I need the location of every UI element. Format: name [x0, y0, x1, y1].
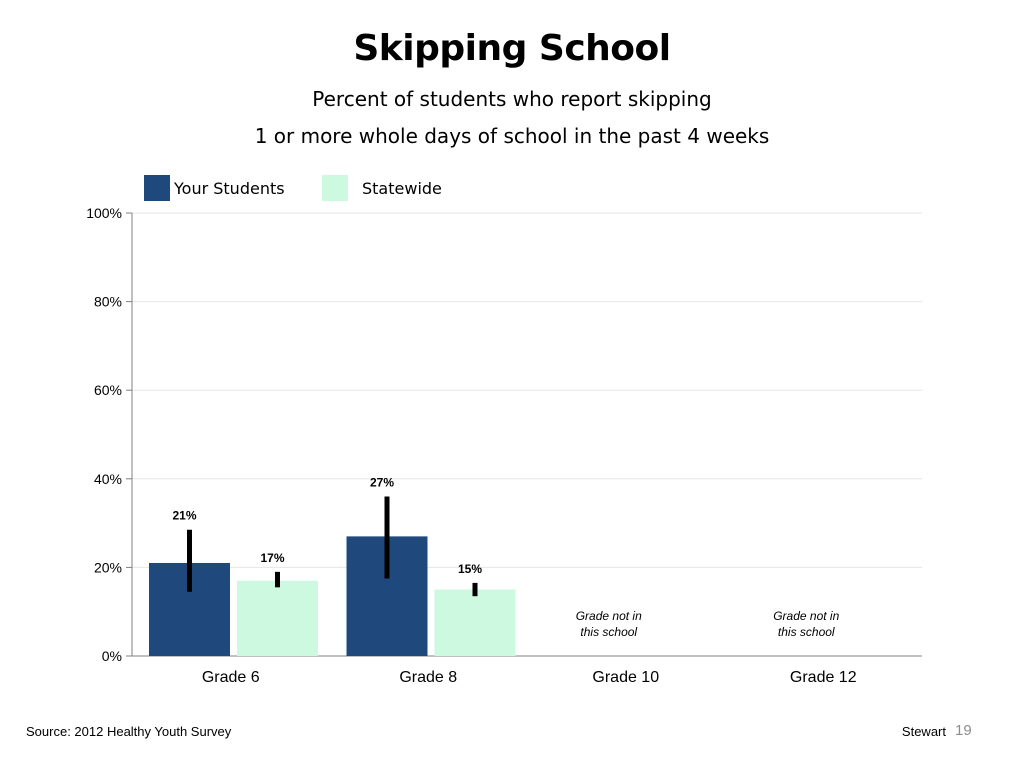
footer-source: Source: 2012 Healthy Youth Survey	[26, 724, 232, 739]
slide-title: Skipping School	[353, 28, 671, 69]
x-category-label: Grade 12	[790, 669, 857, 686]
y-tick-label: 100%	[86, 205, 122, 221]
data-label: 15%	[458, 562, 482, 576]
data-label: 27%	[370, 476, 394, 490]
slide-subtitle-line-2: 1 or more whole days of school in the pa…	[254, 124, 770, 148]
y-tick-label: 20%	[94, 559, 122, 575]
page-number: 19	[955, 722, 972, 739]
legend-item-your-students: Your Students	[144, 175, 285, 201]
data-label: 17%	[260, 551, 284, 565]
no-data-note: Grade not in this school	[773, 609, 839, 639]
x-category-label: Grade 6	[202, 669, 260, 686]
x-category-label: Grade 8	[399, 669, 457, 686]
no-data-note: Grade not in this school	[576, 609, 642, 639]
x-category-label: Grade 10	[592, 669, 659, 686]
footer-author: Stewart	[901, 724, 946, 739]
legend-swatch-your-students	[144, 175, 170, 201]
y-tick-label: 60%	[94, 382, 122, 398]
legend-swatch-statewide	[322, 175, 348, 201]
bar	[434, 589, 516, 656]
bar	[237, 580, 318, 656]
legend-label-your-students: Your Students	[174, 178, 285, 198]
legend-label-statewide: Statewide	[362, 178, 442, 198]
y-tick-label: 0%	[102, 648, 122, 664]
data-label: 21%	[172, 509, 196, 523]
slide-subtitle-line-1: Percent of students who report skipping	[312, 87, 712, 111]
y-tick-label: 40%	[94, 471, 122, 487]
legend-item-statewide: Statewide	[322, 175, 442, 201]
y-tick-label: 80%	[94, 294, 122, 310]
